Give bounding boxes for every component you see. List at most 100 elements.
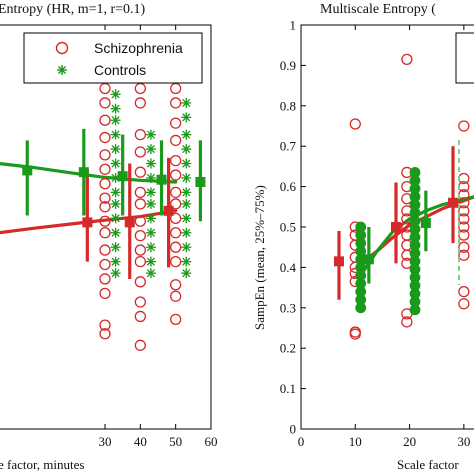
right-y-tick-label-0-4: 0.4 — [280, 260, 297, 275]
right-schizophrenia-mean-marker-2 — [448, 197, 458, 208]
left-controls-point-16 — [145, 158, 156, 169]
left-schizophrenia-point-21 — [134, 166, 146, 178]
left-controls-point-22 — [145, 242, 156, 253]
left-schizophrenia-point-39 — [170, 198, 182, 210]
right-x-tick-label-30: 30 — [457, 434, 470, 449]
legend-box — [23, 32, 203, 84]
left-schizophrenia-point-9 — [99, 215, 111, 227]
right-schizophrenia-point-34 — [458, 285, 470, 298]
left-schizophrenia-point-26 — [134, 244, 146, 256]
left-schizophrenia-point-42 — [170, 241, 182, 253]
left-controls-point-8 — [110, 198, 121, 209]
left-schizophrenia-point-38 — [170, 186, 182, 199]
left-x-tick-label-50: 50 — [169, 434, 182, 449]
left-x-tick-label-30: 30 — [99, 434, 112, 449]
left-data-points — [99, 82, 192, 351]
left-schizophrenia-point-7 — [99, 192, 111, 204]
legend-schizophrenia-label: Schizophrenia — [94, 40, 183, 56]
left-controls-point-15 — [145, 144, 156, 155]
left-schizophrenia-point-22 — [134, 186, 146, 199]
left-schizophrenia-mean-marker-0 — [82, 217, 93, 228]
left-controls-mean-marker-0 — [22, 165, 33, 176]
right-x-tick-label-0: 0 — [298, 434, 305, 449]
left-schizophrenia-point-24 — [134, 215, 146, 227]
left-schizophrenia-point-32 — [170, 82, 182, 95]
left-controls-point-30 — [181, 172, 192, 183]
left-controls-point-11 — [110, 242, 121, 253]
left-schizophrenia-point-35 — [170, 134, 182, 147]
right-schizophrenia-point-30 — [458, 221, 470, 233]
right-y-tick-label-0-5: 0.5 — [280, 220, 296, 235]
right-schizophrenia-point-10 — [401, 53, 413, 65]
left-controls-mean-marker-3 — [156, 174, 167, 185]
right-y-tick-label-0-3: 0.3 — [280, 300, 296, 315]
left-controls-point-7 — [110, 187, 121, 198]
right-controls-point-28 — [409, 304, 421, 316]
left-x-axis-label: e factor, minutes — [0, 457, 84, 472]
left-controls-point-26 — [181, 112, 192, 123]
left-controls-point-21 — [145, 227, 156, 238]
right-y-tick-label-0-2: 0.2 — [280, 341, 296, 356]
left-schizophrenia-point-2 — [99, 114, 111, 126]
left-controls-point-2 — [110, 115, 121, 126]
right-summary-markers — [334, 146, 458, 300]
left-controls-point-17 — [145, 172, 156, 183]
legend-schizophrenia-marker — [55, 41, 69, 55]
right-axis-ticks: 0 10 20 30 0 0.1 0.2 0.3 0.4 0.5 0.6 0.7 0.8 0.9 1 — [280, 18, 471, 450]
left-schizophrenia-point-15 — [99, 319, 111, 331]
right-controls-point-10 — [355, 302, 367, 314]
left-schizophrenia-point-28 — [134, 276, 146, 288]
right-y-tick-label-0-8: 0.8 — [280, 98, 296, 113]
right-schizophrenia-mean-marker-1 — [391, 222, 401, 232]
left-controls-mean-marker-2 — [117, 171, 128, 182]
right-schizophrenia-point-31 — [458, 229, 470, 241]
left-schizophrenia-point-41 — [170, 227, 182, 239]
right-y-axis-label: SampEn (mean, 25%–75%) — [252, 185, 267, 330]
left-controls-mean-marker-1 — [78, 167, 89, 178]
left-controls-point-36 — [181, 256, 192, 267]
right-x-tick-label-20: 20 — [403, 434, 416, 449]
left-controls-point-24 — [145, 268, 156, 279]
right-data-points — [349, 53, 470, 340]
left-schizophrenia-point-17 — [134, 82, 146, 95]
left-schizophrenia-point-10 — [99, 227, 111, 239]
left-schizophrenia-point-46 — [170, 313, 182, 325]
left-summary-markers — [22, 128, 206, 279]
right-chart: Multiscale Entropy ( 0 10 20 30 0 0.1 0.2 0.3 0.… — [252, 2, 474, 472]
left-schizophrenia-point-16 — [99, 328, 111, 340]
right-schizophrenia-point-35 — [458, 298, 470, 310]
left-controls-point-13 — [110, 268, 121, 279]
left-controls-point-18 — [145, 187, 156, 198]
left-controls-point-25 — [181, 97, 192, 108]
left-controls-point-31 — [181, 187, 192, 198]
left-schizophrenia-point-27 — [134, 255, 146, 268]
left-controls-point-14 — [145, 129, 156, 140]
left-controls-point-29 — [181, 158, 192, 169]
left-schizophrenia-point-29 — [134, 296, 146, 308]
left-schizophrenia-point-19 — [134, 129, 146, 141]
right-y-tick-label-1: 1 — [290, 18, 297, 33]
left-schizophrenia-point-20 — [134, 146, 146, 158]
right-schizophrenia-point-27 — [458, 197, 470, 209]
left-schizophrenia-point-13 — [99, 273, 111, 285]
left-schizophrenia-point-12 — [99, 258, 111, 271]
right-chart-title: Multiscale Entropy ( — [320, 2, 436, 17]
left-schizophrenia-point-3 — [99, 131, 111, 144]
left-controls-point-37 — [181, 268, 192, 279]
left-schizophrenia-point-44 — [170, 279, 182, 291]
right-legend-box — [455, 32, 474, 84]
right-schizophrenia-point-9 — [349, 328, 361, 340]
left-controls-point-0 — [110, 89, 121, 100]
left-schizophrenia-mean-marker-2 — [163, 205, 174, 216]
left-controls-point-20 — [145, 213, 156, 224]
legend-controls-label: Controls — [94, 62, 146, 78]
left-schizophrenia-point-14 — [99, 287, 111, 300]
right-controls-mean-marker-1 — [420, 217, 431, 228]
left-schizophrenia-point-11 — [99, 244, 111, 256]
left-schizophrenia-point-30 — [134, 310, 146, 323]
right-plot-frame — [300, 24, 474, 430]
left-controls-point-12 — [110, 256, 121, 267]
right-schizophrenia-point-29 — [458, 213, 470, 225]
left-controls-point-35 — [181, 242, 192, 253]
